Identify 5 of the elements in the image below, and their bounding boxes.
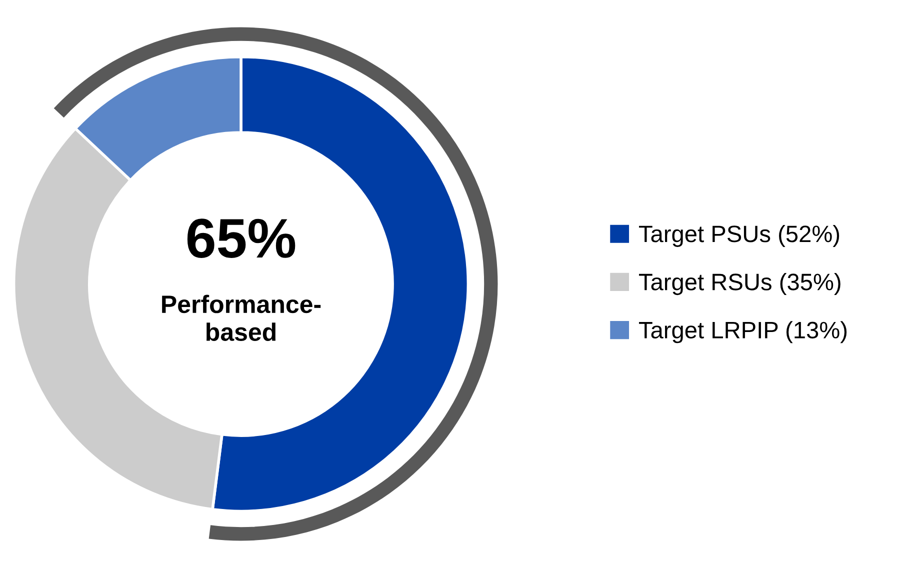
legend-label: Target LRPIP (13%) bbox=[639, 321, 847, 344]
text: Performance- based bbox=[162, 294, 321, 341]
legend-label: Target RSUs (35%) bbox=[639, 273, 840, 296]
legend-label: Target PSUs (52%) bbox=[639, 224, 840, 247]
text: 65% bbox=[187, 218, 296, 258]
